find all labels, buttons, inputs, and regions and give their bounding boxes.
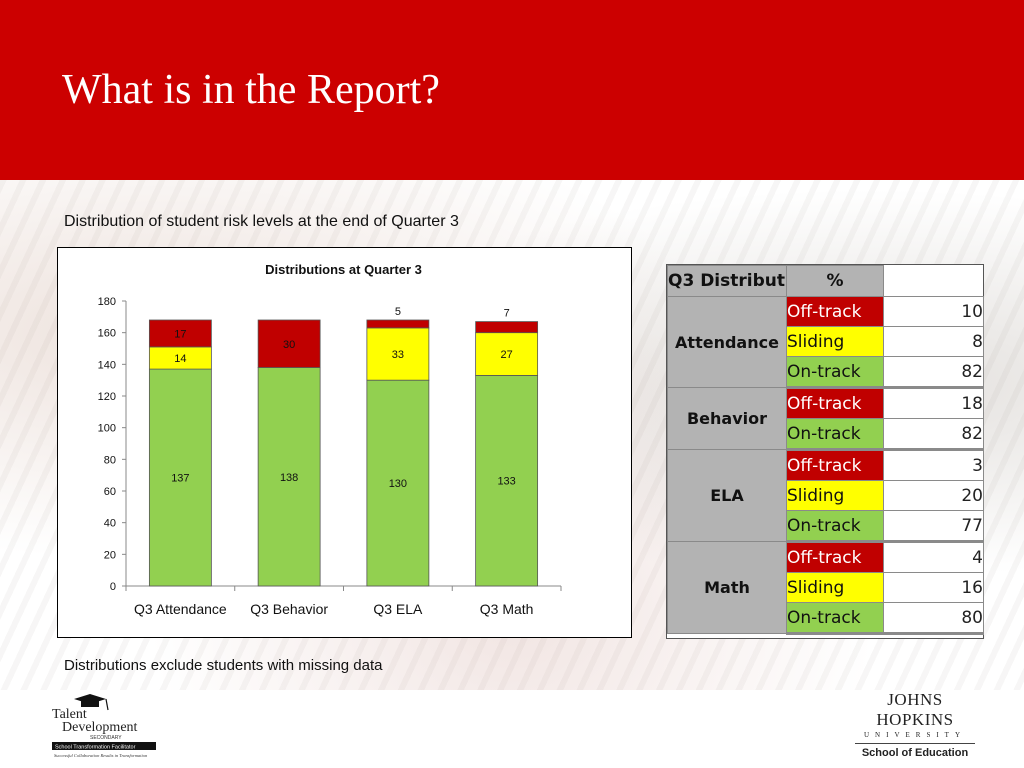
level-cell: Sliding (786, 326, 884, 357)
data-label: 30 (283, 339, 295, 351)
y-tick-label: 120 (98, 391, 116, 403)
y-tick-label: 160 (98, 328, 116, 340)
table-row: On-track 82 (668, 356, 984, 389)
data-label: 133 (497, 476, 515, 488)
data-label: 7 (504, 308, 510, 320)
level-cell: Sliding (786, 572, 884, 603)
table-row: Attendance Off-track 10 (667, 296, 984, 388)
bar-segment (475, 375, 539, 587)
logo-text-talent: Talent (52, 707, 87, 722)
table-row: Math Off-track 4 (667, 541, 984, 634)
slide-title: What is in the Report? (62, 67, 440, 113)
y-tick-label: 180 (98, 296, 116, 308)
stacked-bar-chart: Distributions at Quarter 3 0 20 40 60 80 100 12… (57, 247, 632, 638)
table-header-distribution: Q3 Distribution (667, 265, 787, 297)
bar-segment (257, 319, 321, 368)
table-header-percent: % (786, 265, 884, 297)
y-tick-label: 0 (110, 581, 116, 593)
table-row: Behavior Off-track 18 (667, 387, 984, 450)
bar-segment (475, 332, 539, 376)
table-row: On-track 80 (668, 602, 984, 635)
table-row: On-track 82 (668, 418, 984, 451)
bar-segment (257, 367, 321, 587)
chart-canvas: Distributions at Quarter 3 0 20 40 60 80 100 12… (98, 262, 562, 617)
y-tick-label: 40 (104, 518, 116, 530)
percent-cell: 4 (883, 541, 984, 573)
distribution-table: Q3 Distribution % AttendanceOff-track10S… (667, 265, 984, 635)
percent-cell: 8 (883, 326, 984, 357)
bar-segment (148, 319, 212, 348)
percent-cell: 16 (883, 572, 984, 603)
y-tick-label: 140 (98, 359, 116, 371)
data-label: 17 (174, 328, 186, 340)
logo-text-secondary: SECONDARY (90, 735, 122, 741)
jhu-university: UNIVERSITY (864, 731, 966, 739)
x-tick-label: Q3 Math (480, 601, 534, 617)
graduation-cap-icon: Talent Development SECONDARY School Tran… (52, 694, 156, 758)
y-tick-label: 20 (104, 549, 116, 561)
category-cell: ELA (667, 449, 787, 542)
percent-cell: 82 (883, 356, 984, 389)
percent-cell: 80 (883, 602, 984, 635)
data-label: 130 (389, 478, 407, 490)
caption-bottom: Distributions exclude students with miss… (64, 657, 383, 674)
y-tick-label: 100 (98, 423, 116, 435)
category-cell: Behavior (667, 387, 787, 450)
level-cell: Off-track (786, 541, 884, 573)
percent-cell: 10 (883, 296, 984, 327)
bar-segment (366, 379, 430, 587)
level-cell: Sliding (786, 480, 884, 511)
jhu-divider (855, 743, 975, 744)
bar-segment (366, 319, 430, 329)
data-label: 27 (501, 349, 513, 361)
bar-segment (475, 321, 539, 334)
x-tick-label: Q3 Attendance (134, 601, 227, 617)
category-cell: Math (667, 541, 787, 634)
percent-cell: 18 (883, 387, 984, 419)
level-cell: Off-track (786, 449, 884, 481)
level-cell: On-track (786, 418, 884, 451)
level-cell: On-track (786, 356, 884, 389)
bar-segment (148, 368, 212, 587)
x-tick-label: Q3 ELA (373, 601, 423, 617)
bar-segment (366, 327, 430, 381)
talent-development-logo: Talent Development SECONDARY School Tran… (50, 690, 160, 760)
percent-cell: 82 (883, 418, 984, 451)
percent-cell: 3 (883, 449, 984, 481)
y-tick-label: 60 (104, 486, 116, 498)
percent-cell: 77 (883, 510, 984, 543)
table-row: On-track 77 (668, 510, 984, 543)
table-row: Sliding 8 (668, 326, 984, 357)
table-row: ELA Off-track 3 (667, 449, 984, 542)
y-tick-label: 80 (104, 454, 116, 466)
level-cell: Off-track (786, 387, 884, 419)
table-row: Sliding 20 (668, 480, 984, 511)
category-cell: Attendance (667, 296, 787, 388)
logo-text-facilitator: School Transformation Facilitator (55, 745, 136, 751)
level-cell: Off-track (786, 296, 884, 327)
title-banner: What is in the Report? (0, 0, 1024, 180)
data-label: 33 (392, 349, 404, 361)
jhu-name: JOHNS HOPKINS (876, 690, 954, 729)
logo-text-tagline: Successful Collaboration Results in Tran… (54, 753, 148, 758)
data-label: 137 (171, 473, 189, 485)
distribution-table-wrapper: Q3 Distribution % AttendanceOff-track10S… (666, 264, 984, 639)
percent-cell: 20 (883, 480, 984, 511)
data-label: 138 (280, 472, 298, 484)
data-label: 5 (395, 306, 401, 318)
table-header-row: Q3 Distribution % (667, 265, 984, 297)
data-label: 14 (174, 353, 186, 365)
jhu-school-of-education-logo: JOHNS HOPKINS UNIVERSITY School of Educa… (850, 690, 980, 759)
chart-title: Distributions at Quarter 3 (265, 262, 422, 277)
table-row: Sliding 16 (668, 572, 984, 603)
x-tick-label: Q3 Behavior (250, 601, 328, 617)
jhu-school: School of Education (861, 747, 969, 759)
level-cell: On-track (786, 510, 884, 543)
caption-top: Distribution of student risk levels at t… (64, 213, 459, 230)
logo-text-development: Development (62, 720, 138, 735)
level-cell: On-track (786, 602, 884, 635)
